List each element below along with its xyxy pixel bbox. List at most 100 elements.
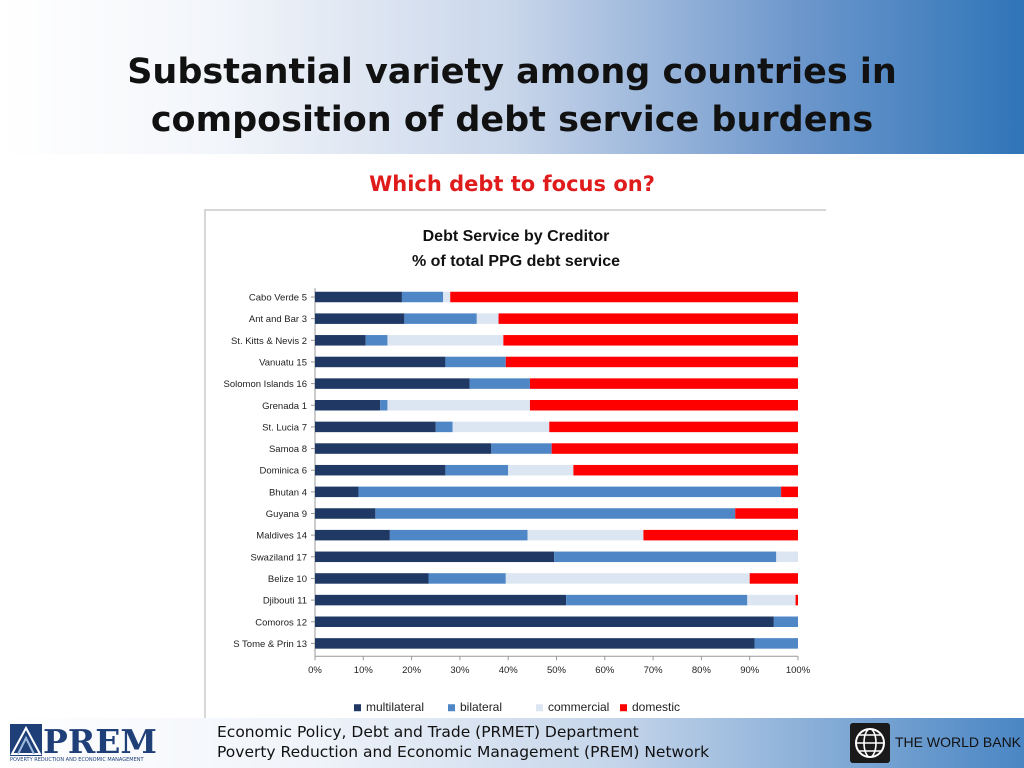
legend-swatch-multilateral (354, 704, 361, 712)
bar-segment-commercial (747, 594, 796, 606)
legend-swatch-commercial (536, 704, 543, 712)
category-label: S Tome & Prin 13 (233, 639, 307, 650)
bar-segment-domestic (551, 443, 798, 454)
chart-subtitle: % of total PPG debt service (412, 253, 620, 270)
legend-swatch-bilateral (448, 704, 455, 712)
footer-bar: PREM POVERTY REDUCTION AND ECONOMIC MANA… (0, 718, 1024, 768)
bar-segment-bilateral (445, 464, 509, 476)
bar-segment-multilateral (315, 638, 755, 649)
bar-segment-domestic (643, 529, 798, 541)
bar-segment-commercial (387, 400, 530, 411)
bar-segment-multilateral (315, 335, 366, 346)
bar-segment-domestic (749, 573, 798, 584)
category-label: Bhutan 4 (269, 487, 307, 498)
bar-segment-multilateral (315, 378, 470, 389)
bar-segment-multilateral (315, 421, 436, 433)
debt-service-chart: Debt Service by Creditor % of total PPG d… (224, 228, 811, 714)
bar-segment-commercial (476, 313, 499, 324)
bar-segment-bilateral (389, 529, 528, 541)
x-tick-label: 50% (547, 665, 567, 676)
bar-segment-multilateral (315, 616, 774, 627)
bar-segment-bilateral (773, 616, 798, 627)
bar-segment-domestic (503, 335, 798, 346)
bar-segment-bilateral (365, 335, 388, 346)
world-bank-label: THE WORLD BANK (895, 734, 1022, 750)
bar-segment-multilateral (315, 313, 405, 324)
bar-segment-bilateral (401, 291, 443, 303)
title-banner (0, 0, 1024, 154)
legend-label-multilateral: multilateral (366, 700, 424, 714)
bar-segment-bilateral (380, 400, 388, 411)
bar-segment-bilateral (404, 313, 477, 324)
legend-label-commercial: commercial (548, 700, 609, 714)
prem-logo-text: PREM (43, 722, 157, 761)
category-label: Maldives 14 (256, 531, 307, 542)
legend-label-domestic: domestic (632, 700, 680, 714)
bar-segment-domestic (505, 356, 798, 368)
bar-segment-multilateral (315, 400, 381, 411)
world-bank-logo: THE WORLD BANK (850, 723, 1022, 763)
category-label: Solomon Islands 16 (224, 379, 307, 390)
x-tick-label: 80% (692, 665, 712, 676)
footer-line-2: Poverty Reduction and Economic Managemen… (217, 743, 710, 761)
bar-segment-domestic (529, 378, 798, 389)
prem-logo-tagline: POVERTY REDUCTION AND ECONOMIC MANAGEMEN… (10, 757, 144, 763)
category-label: Cabo Verde 5 (249, 293, 307, 304)
x-tick-label: 0% (308, 665, 322, 676)
bar-segment-multilateral (315, 529, 390, 541)
bar-segment-bilateral (358, 486, 782, 498)
bar-segment-domestic (498, 313, 798, 324)
bar-segment-multilateral (315, 551, 555, 563)
bar-segment-commercial (442, 291, 451, 303)
bar-segment-commercial (505, 573, 750, 584)
category-label: St. Lucia 7 (262, 422, 307, 433)
bar-segment-bilateral (445, 356, 506, 368)
category-label: Guyana 9 (266, 509, 307, 520)
category-label: Grenada 1 (262, 401, 307, 412)
category-label: Samoa 8 (269, 444, 307, 455)
bar-segment-domestic (549, 421, 798, 433)
category-label: Ant and Bar 3 (249, 314, 307, 325)
footer-department-text: Economic Policy, Debt and Trade (PRMET) … (217, 722, 709, 762)
bar-segment-commercial (508, 464, 574, 476)
category-label: Djibouti 11 (263, 596, 307, 607)
bar-segment-domestic (529, 400, 798, 411)
x-tick-label: 60% (595, 665, 615, 676)
globe-icon (850, 723, 890, 763)
category-label: St. Kitts & Nevis 2 (231, 336, 307, 347)
bar-segment-domestic (735, 508, 798, 519)
chart-title: Debt Service by Creditor (423, 228, 610, 245)
bar-segment-commercial (387, 335, 504, 346)
x-tick-label: 10% (354, 665, 374, 676)
x-tick-label: 20% (402, 665, 422, 676)
bar-segment-commercial (527, 529, 644, 541)
bar-segment-bilateral (428, 573, 506, 584)
x-tick-label: 100% (786, 665, 811, 676)
bar-segment-commercial (776, 551, 798, 563)
bar-segment-domestic (573, 464, 798, 476)
bar-segment-bilateral (375, 508, 736, 519)
bar-segment-bilateral (435, 421, 453, 433)
prem-emblem-icon (10, 724, 42, 756)
x-tick-label: 30% (450, 665, 470, 676)
bar-segment-multilateral (315, 508, 376, 519)
bar-segment-domestic (795, 594, 798, 606)
legend-label-bilateral: bilateral (460, 700, 502, 714)
bar-segment-bilateral (469, 378, 530, 389)
bar-segment-multilateral (315, 443, 492, 454)
bar-segment-multilateral (315, 356, 446, 368)
bar-segment-bilateral (554, 551, 777, 563)
bar-segment-bilateral (491, 443, 552, 454)
category-label: Swaziland 17 (250, 552, 307, 563)
chart-frame: Debt Service by Creditor % of total PPG d… (204, 209, 826, 718)
bar-segment-bilateral (566, 594, 748, 606)
bar-segment-multilateral (315, 291, 402, 303)
prem-logo: PREM POVERTY REDUCTION AND ECONOMIC MANA… (10, 722, 160, 766)
slide-title-line-2: composition of debt service burdens (150, 100, 874, 140)
category-label: Vanuatu 15 (259, 357, 307, 368)
x-tick-label: 90% (740, 665, 760, 676)
category-label: Dominica 6 (259, 466, 307, 477)
slide-title-line-1: Substantial variety among countries in (127, 52, 897, 92)
slide-title: Substantial variety among countries in c… (0, 48, 1024, 144)
legend-swatch-domestic (620, 704, 627, 712)
